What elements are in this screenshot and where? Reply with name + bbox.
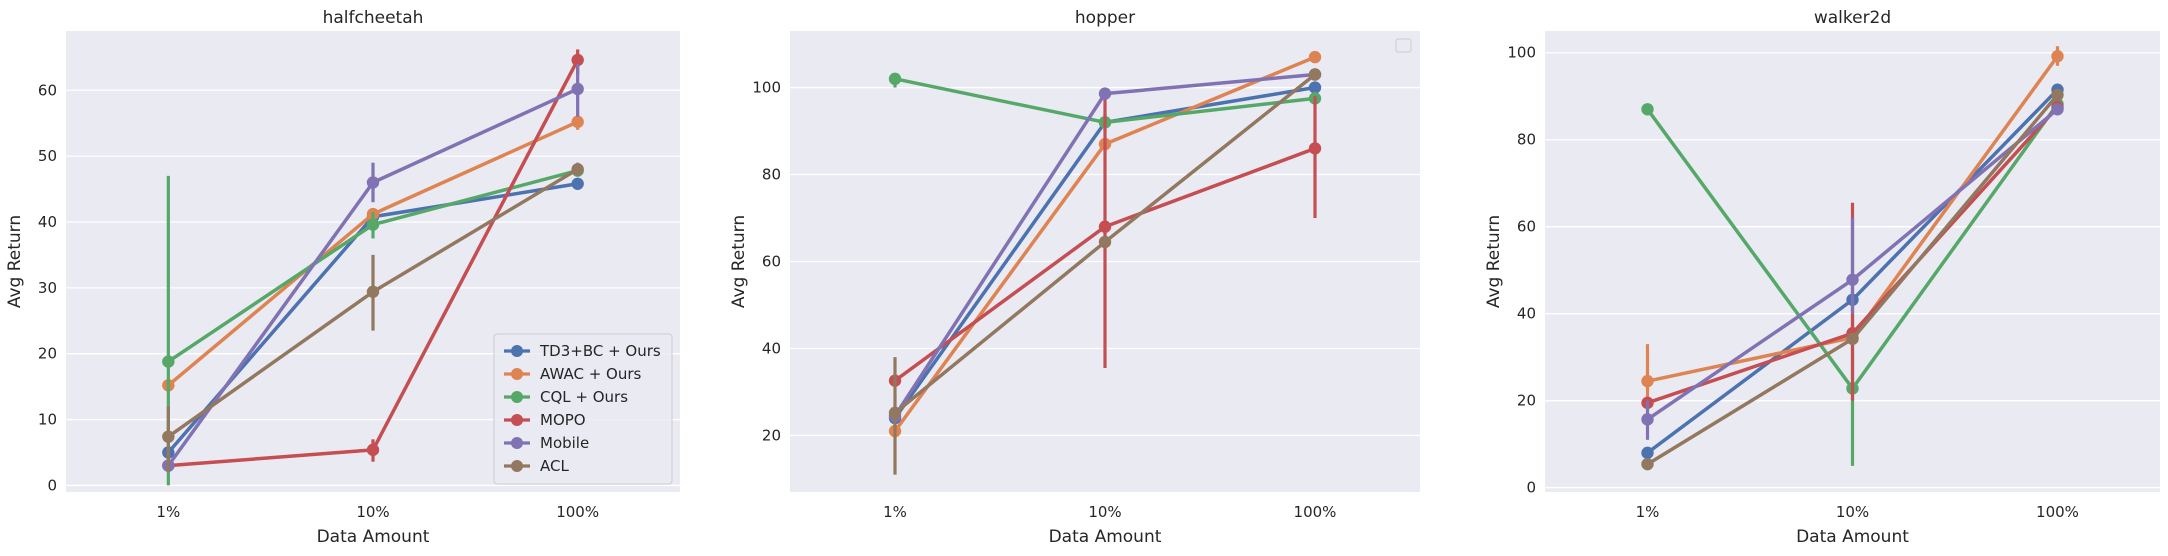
legend-swatch-marker <box>511 391 523 403</box>
data-point <box>1641 413 1654 426</box>
y-tick-label: 0 <box>1526 479 1536 497</box>
chart-title: hopper <box>1075 8 1135 28</box>
data-point <box>366 443 380 457</box>
data-point <box>571 177 584 190</box>
y-axis-label: Avg Return <box>729 215 749 308</box>
y-tick-label: 80 <box>762 166 781 184</box>
data-point <box>571 82 584 96</box>
legend-item: AWAC + Ours <box>504 365 642 383</box>
series-acl <box>162 162 584 473</box>
legend-item: TD3+BC + Ours <box>504 342 661 360</box>
data-point <box>1846 332 1859 346</box>
empty-legend-box <box>1395 38 1412 53</box>
y-tick-label: 10 <box>38 411 57 429</box>
data-point <box>2051 50 2064 63</box>
legend-label: TD3+BC + Ours <box>539 342 661 360</box>
x-axis-label: Data Amount <box>317 527 430 547</box>
data-point <box>571 163 584 176</box>
x-axis-label: Data Amount <box>1796 527 1909 547</box>
y-tick-label: 60 <box>38 81 57 99</box>
y-tick-label: 40 <box>762 339 781 357</box>
y-tick-label: 20 <box>38 345 57 363</box>
y-tick-label: 60 <box>762 253 781 271</box>
y-tick-label: 40 <box>1517 305 1536 323</box>
legend-label: MOPO <box>540 411 586 429</box>
data-point <box>366 285 380 298</box>
data-point <box>366 218 380 231</box>
data-point <box>1308 50 1322 64</box>
legend-swatch-marker <box>511 460 523 472</box>
data-point <box>1098 235 1112 249</box>
data-point <box>1641 446 1654 460</box>
y-tick-label: 60 <box>1517 218 1536 236</box>
x-tick-label: 10% <box>1836 503 1869 521</box>
x-tick-label: 1% <box>156 503 180 521</box>
y-tick-label: 20 <box>762 426 781 444</box>
data-point <box>1308 81 1322 94</box>
y-tick-label: 80 <box>1517 131 1536 149</box>
legend-label: Mobile <box>540 434 589 452</box>
legend-label: ACL <box>540 457 569 475</box>
data-point <box>2051 103 2064 116</box>
legend-swatch-marker <box>511 414 523 426</box>
data-point <box>888 72 902 86</box>
y-axis-label: Avg Return <box>5 215 25 308</box>
y-tick-label: 0 <box>47 476 57 494</box>
series-mobile <box>1641 103 2064 440</box>
data-point <box>1308 142 1322 155</box>
data-point <box>888 406 902 420</box>
x-tick-label: 100% <box>1294 503 1337 521</box>
data-point <box>571 115 584 129</box>
chart-panel-0: 0 10 20 30 40 50 60 1% 10% 100% halfcheetah Data Am… <box>5 8 680 547</box>
data-point <box>1641 103 1654 116</box>
legend-swatch-marker <box>511 345 523 357</box>
data-point <box>366 176 380 189</box>
y-tick-label: 100 <box>752 79 781 97</box>
series-acl <box>1641 88 2064 471</box>
x-tick-label: 100% <box>2036 503 2079 521</box>
chart-title: halfcheetah <box>323 8 424 28</box>
y-tick-label: 100 <box>1507 44 1536 62</box>
x-axis-label: Data Amount <box>1049 527 1162 547</box>
data-point <box>1641 374 1654 388</box>
legend-item: MOPO <box>504 411 586 429</box>
y-tick-label: 20 <box>1517 392 1536 410</box>
x-tick-label: 10% <box>356 503 389 521</box>
data-point <box>1308 68 1322 81</box>
series-acl <box>888 68 1322 475</box>
data-point <box>162 430 175 443</box>
data-point <box>1846 273 1859 286</box>
y-axis-label: Avg Return <box>1484 215 1504 308</box>
legend-label: AWAC + Ours <box>540 365 642 383</box>
y-tick-label: 40 <box>38 213 57 231</box>
data-point <box>1098 220 1112 233</box>
data-point <box>2051 88 2064 102</box>
data-point <box>571 53 584 67</box>
legend-box <box>493 333 673 485</box>
data-point <box>162 355 175 368</box>
legend-label: CQL + Ours <box>540 388 628 406</box>
y-tick-label: 30 <box>38 279 57 297</box>
legend: TD3+BC + Ours AWAC + Ours CQL + Ours MOPO Mo… <box>493 333 673 485</box>
legend-swatch-marker <box>511 368 523 380</box>
legend-item: CQL + Ours <box>504 388 628 406</box>
legend-item: Mobile <box>504 434 589 452</box>
x-tick-label: 10% <box>1088 503 1121 521</box>
x-tick-label: 1% <box>883 503 907 521</box>
chart-panel-2: 0 20 40 60 80 100 1% 10% 100% walker2d Data Amount… <box>1484 8 2160 547</box>
x-tick-label: 1% <box>1636 503 1660 521</box>
data-point <box>1641 457 1654 471</box>
legend-item: ACL <box>504 457 569 475</box>
chart-title: walker2d <box>1814 8 1891 28</box>
x-tick-label: 100% <box>556 503 599 521</box>
chart-panel-1: 20 40 60 80 100 1% 10% 100% hopper Data Amount Avg… <box>729 8 1420 547</box>
legend-swatch-marker <box>511 437 523 449</box>
data-point <box>1098 87 1112 100</box>
y-tick-label: 50 <box>38 147 57 165</box>
